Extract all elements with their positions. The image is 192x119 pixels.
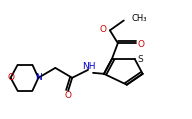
Text: NH: NH xyxy=(82,62,96,71)
Text: O: O xyxy=(137,40,144,49)
Text: N: N xyxy=(35,73,42,82)
Text: CH₃: CH₃ xyxy=(132,14,147,23)
Text: O: O xyxy=(7,73,14,82)
Text: O: O xyxy=(100,25,107,34)
Text: O: O xyxy=(65,91,72,100)
Text: S: S xyxy=(138,55,143,64)
